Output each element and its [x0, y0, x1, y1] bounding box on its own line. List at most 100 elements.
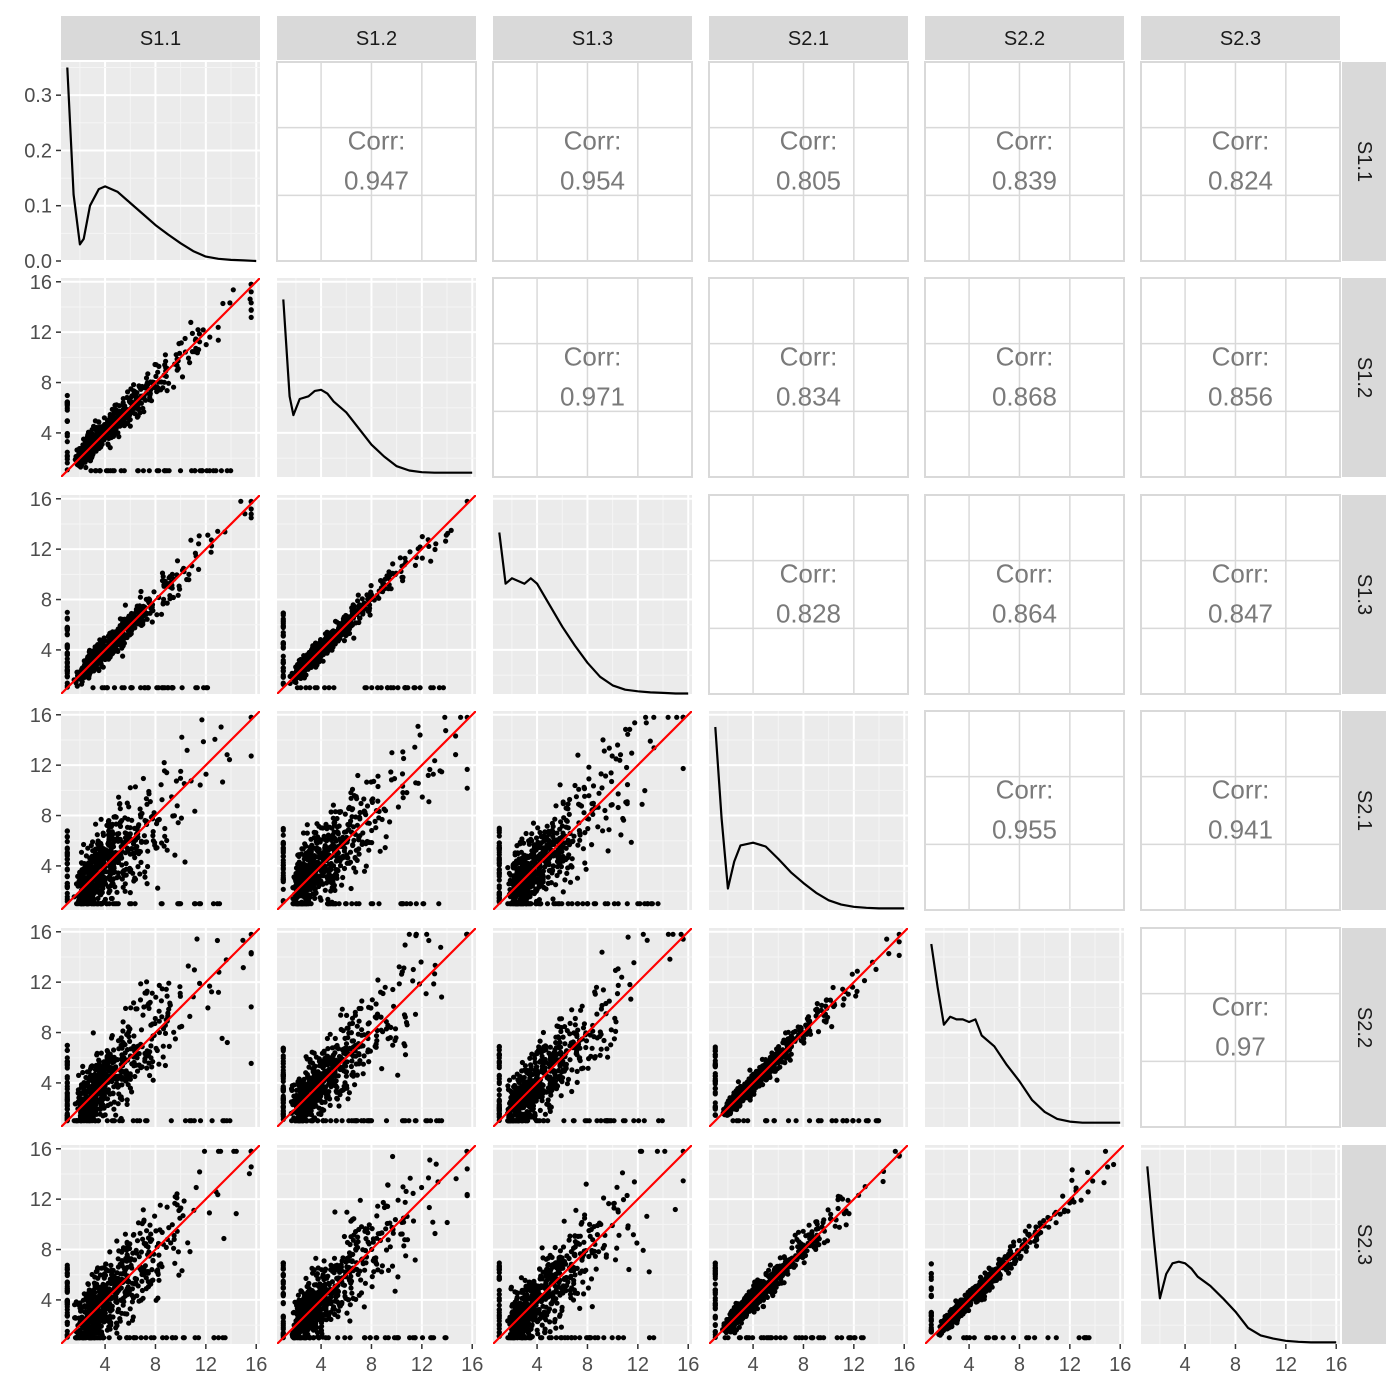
- scatter-point: [212, 736, 218, 742]
- scatter-point: [577, 837, 583, 843]
- scatter-point: [312, 880, 318, 886]
- scatter-point: [609, 802, 615, 808]
- scatter-point: [280, 644, 286, 650]
- scatter-point: [551, 901, 557, 907]
- scatter-point: [336, 823, 342, 829]
- scatter-point: [168, 1118, 174, 1124]
- scatter-point: [179, 1023, 185, 1029]
- scatter-point: [496, 896, 502, 902]
- scatter-point: [174, 803, 180, 809]
- scatter-point: [137, 997, 144, 1003]
- density-panel: [1141, 1145, 1340, 1344]
- scatter-point: [325, 896, 331, 903]
- scatter-point: [80, 442, 86, 448]
- scatter-point: [137, 871, 143, 877]
- scatter-point: [134, 1006, 140, 1012]
- scatter-point: [140, 468, 146, 474]
- corr-label: Corr:: [780, 559, 838, 589]
- scatter-point: [523, 830, 529, 837]
- scatter-point: [556, 861, 562, 867]
- scatter-point: [280, 610, 286, 617]
- scatter-point: [91, 666, 97, 672]
- scatter-point: [64, 861, 70, 867]
- scatter-point: [64, 1080, 70, 1086]
- scatter-point: [122, 830, 128, 836]
- scatter-point: [98, 1092, 105, 1098]
- scatter-point: [154, 384, 160, 390]
- scatter-point: [120, 884, 126, 890]
- scatter-point: [407, 549, 413, 555]
- scatter-point: [75, 873, 81, 880]
- scatter-point: [64, 401, 70, 407]
- scatter-point: [238, 498, 244, 504]
- scatter-point: [584, 901, 591, 907]
- scatter-point: [309, 662, 315, 668]
- scatter-point: [505, 865, 511, 871]
- scatter-point: [453, 733, 459, 739]
- scatter-point: [314, 860, 320, 866]
- scatter-point: [156, 1061, 162, 1067]
- corr-value: 0.847: [1208, 598, 1273, 628]
- scatter-point: [64, 667, 70, 674]
- scatter-point: [98, 816, 104, 822]
- scatter-point: [496, 877, 502, 883]
- scatter-point: [177, 586, 183, 592]
- corr-panel: Corr:0.847: [1140, 494, 1341, 695]
- scatter-point: [108, 429, 114, 435]
- scatter-point: [558, 819, 564, 825]
- scatter-point: [150, 833, 156, 839]
- scatter-point: [563, 856, 569, 863]
- scatter-point: [88, 1076, 94, 1082]
- scatter-point: [104, 1118, 110, 1124]
- panel-background: [925, 928, 1124, 1127]
- scatter-point: [303, 685, 309, 691]
- scatter-point: [86, 1111, 92, 1117]
- scatter-point: [537, 829, 543, 836]
- scatter-point: [150, 829, 156, 835]
- scatter-point: [111, 685, 118, 691]
- scatter-point: [214, 937, 220, 944]
- panel-background: [277, 278, 476, 477]
- scatter-point: [92, 1067, 99, 1073]
- scatter-point: [64, 1047, 70, 1053]
- scatter-point: [120, 653, 126, 659]
- scatter-point: [64, 1106, 70, 1112]
- scatter-point: [214, 901, 220, 907]
- scatter-point: [324, 629, 330, 635]
- scatter-point: [220, 300, 226, 307]
- scatter-point: [120, 1028, 126, 1034]
- scatter-point: [248, 506, 254, 512]
- scatter-point: [514, 861, 520, 867]
- scatter-point: [74, 683, 80, 689]
- scatter-point: [209, 1118, 215, 1124]
- scatter-point: [368, 583, 374, 589]
- scatter-point: [108, 1035, 115, 1041]
- scatter-point: [375, 798, 381, 804]
- scatter-point: [586, 776, 592, 782]
- scatter-point: [496, 855, 502, 861]
- scatter-point: [515, 850, 521, 856]
- scatter-points: [280, 498, 470, 691]
- scatter-point: [203, 771, 209, 777]
- scatter-points: [280, 931, 470, 1124]
- scatter-point: [93, 468, 99, 474]
- scatter-point: [625, 731, 631, 737]
- scatter-point: [189, 349, 195, 355]
- scatter-point: [196, 901, 202, 907]
- scatter-point: [328, 888, 334, 894]
- panel-background: [61, 62, 260, 261]
- scatter-point: [296, 853, 302, 860]
- scatter-point: [98, 1102, 104, 1108]
- scatter-point: [674, 714, 680, 720]
- scatter-point: [426, 799, 432, 805]
- scatter-point: [567, 879, 574, 885]
- scatter-point: [111, 1099, 117, 1105]
- scatter-point: [564, 818, 570, 824]
- scatter-point: [185, 355, 192, 361]
- scatter-point: [551, 839, 558, 845]
- scatter-point: [355, 592, 361, 598]
- scatter-point: [351, 635, 357, 641]
- scatter-point: [79, 1096, 85, 1102]
- scatter-point: [161, 379, 167, 385]
- scatter-point: [109, 1078, 115, 1085]
